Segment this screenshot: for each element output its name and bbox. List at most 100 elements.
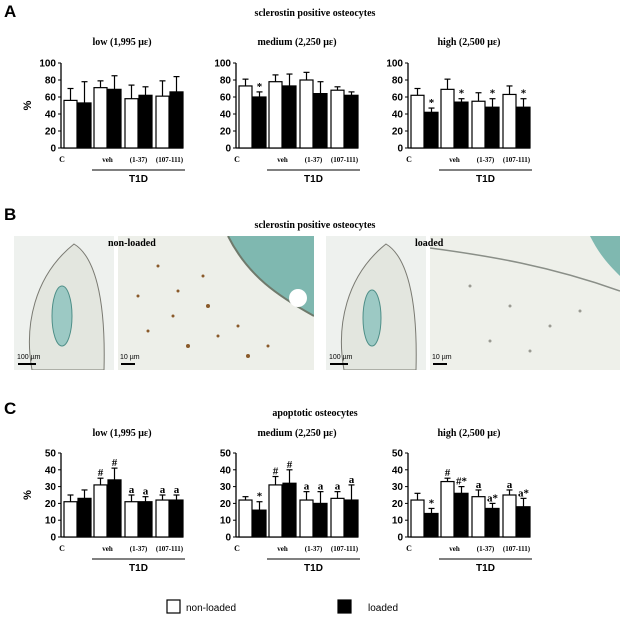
scale-bar-100-right [330,363,348,365]
group-label: T1D [304,174,323,185]
bone-section-outline [28,243,105,370]
micrograph-loaded-detail [430,236,620,370]
bar-nonloaded [238,499,253,538]
panel-letter-b: B [4,205,17,224]
bar-nonloaded [124,98,139,149]
scale-label-100-left: 100 µm [17,354,41,361]
bar-loaded [516,506,531,538]
x-tick-label: veh [277,545,288,553]
bar-loaded [282,85,297,149]
significance-mark: # [445,467,451,479]
significance-mark: a [160,484,166,496]
chart-1: low (1,995 με) 0 20 40 60 80 100% C veh (1-37) (10… [22,37,185,185]
significance-mark: # [112,457,118,469]
legend-label-loaded: loaded [368,603,398,614]
x-tick-label: veh [102,156,113,164]
bar-nonloaded [410,499,425,538]
chart-title: high (2,500 με) [437,37,500,48]
significance-mark: a [129,484,135,496]
cortical-bone-detail [136,236,314,358]
x-tick-label: (107-111) [503,545,531,553]
bar-nonloaded [93,87,108,149]
bar-nonloaded [268,81,283,149]
bar-loaded [313,502,328,538]
y-tick-label: 10 [45,516,57,527]
bar-loaded [252,509,267,538]
y-tick-label: 30 [220,482,232,493]
y-tick-label: 80 [45,76,57,87]
bar-nonloaded [155,95,170,149]
y-tick-label: 20 [392,127,404,138]
y-tick-label: 100 [214,59,231,70]
bar-loaded [344,499,359,538]
significance-mark: a [335,481,341,493]
micrograph-nonloaded-overview [14,236,114,370]
chart-3: high (2,500 με) 0 20 40 60 80 100 * C * veh * (1-37)… [386,37,532,185]
bar-loaded [485,507,500,538]
y-tick-label: 40 [45,110,57,121]
x-tick-label: (1-37) [130,156,148,164]
chart-title: medium (2,250 με) [257,37,336,48]
x-tick-label: (107-111) [331,156,359,164]
bone-section-outline-loaded [340,243,417,370]
micrograph-loaded-overview [326,236,426,370]
y-tick-label: 0 [50,144,56,155]
bar-nonloaded [268,484,283,538]
legend-swatch-nonloaded [166,599,181,614]
x-tick-label: C [406,544,412,553]
bar-loaded [485,106,500,149]
y-axis-label: % [22,490,34,500]
significance-mark: # [98,467,104,479]
cortical-bone-detail-loaded [430,236,620,353]
x-tick-label: C [59,155,65,164]
bar-nonloaded [440,88,455,149]
y-tick-label: 0 [397,533,403,544]
legend-label-nonloaded: non-loaded [186,603,236,614]
chart-2: medium (2,250 με) 0 20 40 60 80 100 * C veh (1-37)… [214,37,360,185]
significance-mark: * [459,88,465,100]
x-tick-label: veh [277,156,288,164]
x-tick-label: (1-37) [305,545,323,553]
y-tick-label: 10 [220,516,232,527]
bar-nonloaded [471,496,486,538]
legend: non-loaded loaded [166,599,398,614]
bar-nonloaded [299,79,314,149]
y-tick-label: 50 [45,449,57,460]
bar-nonloaded [155,499,170,538]
x-tick-label: veh [102,545,113,553]
x-tick-label: C [406,155,412,164]
x-tick-label: (107-111) [331,545,359,553]
panel-a-title: sclerostin positive osteocytes [255,8,376,19]
significance-mark: * [257,491,263,503]
bar-nonloaded [63,99,78,149]
group-label: T1D [129,563,148,574]
chart-title: low (1,995 με) [92,37,151,48]
x-tick-label: (1-37) [477,156,495,164]
panel-letter-c: C [4,399,17,418]
y-tick-label: 20 [45,499,57,510]
bar-nonloaded [502,93,517,149]
significance-mark: a [507,479,513,491]
group-label: T1D [476,174,495,185]
y-tick-label: 100 [39,59,56,70]
bar-nonloaded [471,100,486,149]
bar-loaded [77,102,92,149]
y-tick-label: 40 [220,465,232,476]
bar-loaded [454,101,469,149]
chart-title: high (2,500 με) [437,428,500,439]
significance-mark: * [429,497,435,509]
x-tick-label: (107-111) [156,156,184,164]
bar-nonloaded [299,499,314,538]
y-tick-label: 0 [225,144,231,155]
y-tick-label: 40 [45,465,57,476]
scale-label-10-left: 10 µm [120,354,140,361]
y-tick-label: 0 [397,144,403,155]
x-tick-label: (107-111) [503,156,531,164]
bar-nonloaded [93,484,108,538]
panel-letter-a: A [4,2,17,21]
bar-loaded [454,492,469,538]
significance-mark: # [287,459,293,471]
y-axis-label: % [22,100,34,110]
y-tick-label: 60 [45,93,57,104]
